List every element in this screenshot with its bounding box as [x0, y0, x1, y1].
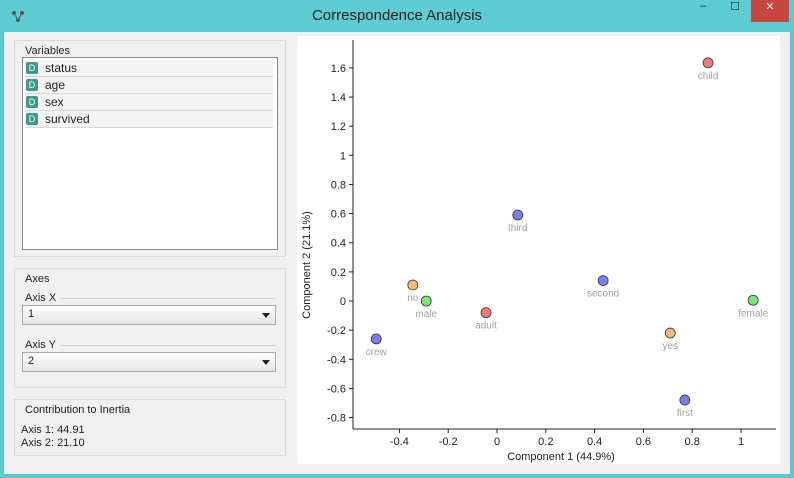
variables-list[interactable]: D status D age D sex D survived — [22, 57, 278, 250]
point-label: no — [407, 293, 419, 304]
discrete-variable-icon: D — [26, 79, 38, 91]
x-tick-label: 0.6 — [636, 436, 651, 448]
y-axis-title: Component 2 (21.1%) — [301, 211, 313, 319]
point-label: third — [508, 223, 527, 234]
variable-label: sex — [45, 95, 64, 109]
point-label: adult — [475, 321, 497, 332]
data-point — [702, 57, 714, 69]
x-tick-label: 0 — [494, 436, 500, 448]
y-tick-label: -0.4 — [327, 354, 346, 366]
variables-title: Variables — [25, 45, 71, 57]
variable-label: survived — [45, 112, 90, 126]
axis-y-label: Axis Y — [25, 339, 56, 351]
list-item[interactable]: D sex — [25, 94, 273, 111]
point-label: yes — [662, 341, 678, 352]
minimize-button[interactable]: – — [688, 0, 718, 22]
close-button[interactable]: ✕ — [751, 0, 789, 22]
list-item[interactable]: D age — [25, 77, 273, 94]
close-icon: ✕ — [765, 1, 775, 13]
point-label: second — [587, 289, 619, 300]
x-tick-label: -0.4 — [390, 436, 409, 448]
discrete-variable-icon: D — [26, 113, 38, 125]
axes-title: Axes — [25, 273, 50, 285]
maximize-button[interactable]: ☐ — [720, 0, 750, 22]
inertia-axis1: Axis 1: 44.91 — [21, 424, 85, 436]
divider — [60, 345, 276, 346]
point-label: first — [677, 408, 693, 419]
y-tick-label: -0.6 — [327, 383, 346, 395]
data-point — [407, 279, 419, 291]
variable-label: age — [45, 78, 66, 92]
variable-label: status — [45, 61, 78, 75]
y-tick-label: 0.6 — [331, 209, 346, 221]
maximize-icon: ☐ — [730, 1, 740, 13]
x-axis-title: Component 1 (44.9%) — [507, 451, 615, 463]
y-tick-label: 0.4 — [331, 238, 346, 250]
y-tick-label: 0 — [340, 296, 346, 308]
data-point — [747, 294, 759, 306]
inertia-group: Contribution to Inertia — [14, 399, 286, 456]
data-point — [512, 209, 524, 221]
orange-logo-icon — [12, 11, 24, 22]
axis-x-value: 1 — [28, 308, 35, 320]
data-point — [664, 327, 676, 339]
inertia-title: Contribution to Inertia — [25, 404, 131, 416]
scatter-chart[interactable]: 1.6 1.4 1.2 1 0.8 0.6 0.4 0.2 0 -0.2 -0.4 -0.6 -0.8 -… — [297, 36, 780, 464]
discrete-variable-icon: D — [26, 62, 38, 74]
list-item[interactable]: D status — [25, 60, 273, 77]
x-tick-label: 0.8 — [685, 436, 700, 448]
y-tick-label: 1.4 — [331, 92, 346, 104]
minimize-icon: – — [699, 0, 707, 12]
point-label: male — [415, 309, 437, 320]
x-tick-label: -0.2 — [439, 436, 458, 448]
data-point — [480, 307, 492, 319]
list-item[interactable]: D survived — [25, 111, 273, 128]
point-label: crew — [366, 347, 388, 358]
y-tick-label: -0.8 — [327, 413, 346, 425]
data-point — [370, 333, 382, 345]
discrete-variable-icon: D — [26, 96, 38, 108]
y-tick-label: 1.2 — [331, 121, 346, 133]
point-label: child — [698, 71, 719, 82]
inertia-axis2: Axis 2: 21.10 — [21, 437, 85, 449]
chevron-down-icon — [262, 313, 270, 318]
data-point — [597, 275, 609, 287]
chevron-down-icon — [262, 360, 270, 365]
axis-y-value: 2 — [28, 355, 35, 367]
window-title: Correspondence Analysis — [311, 7, 483, 24]
x-tick-label: 0.2 — [538, 436, 553, 448]
x-tick-label: 1 — [738, 436, 744, 448]
title-bar: Correspondence Analysis – ☐ ✕ — [0, 0, 794, 32]
y-tick-label: 0.2 — [331, 267, 346, 279]
data-point — [420, 295, 432, 307]
axis-x-label: Axis X — [25, 292, 57, 304]
divider — [60, 298, 276, 299]
axis-x-select[interactable]: 1 — [22, 305, 276, 325]
point-label: female — [738, 308, 768, 319]
plot-area[interactable]: 1.6 1.4 1.2 1 0.8 0.6 0.4 0.2 0 -0.2 -0.4 -0.6 -0.8 -… — [297, 36, 780, 464]
axis-y-select[interactable]: 2 — [22, 352, 276, 372]
y-tick-label: 1 — [340, 150, 346, 162]
y-tick-label: -0.2 — [327, 325, 346, 337]
x-tick-label: 0.4 — [587, 436, 602, 448]
data-point — [679, 394, 691, 406]
y-tick-label: 0.8 — [331, 179, 346, 191]
y-tick-label: 1.6 — [331, 63, 346, 75]
